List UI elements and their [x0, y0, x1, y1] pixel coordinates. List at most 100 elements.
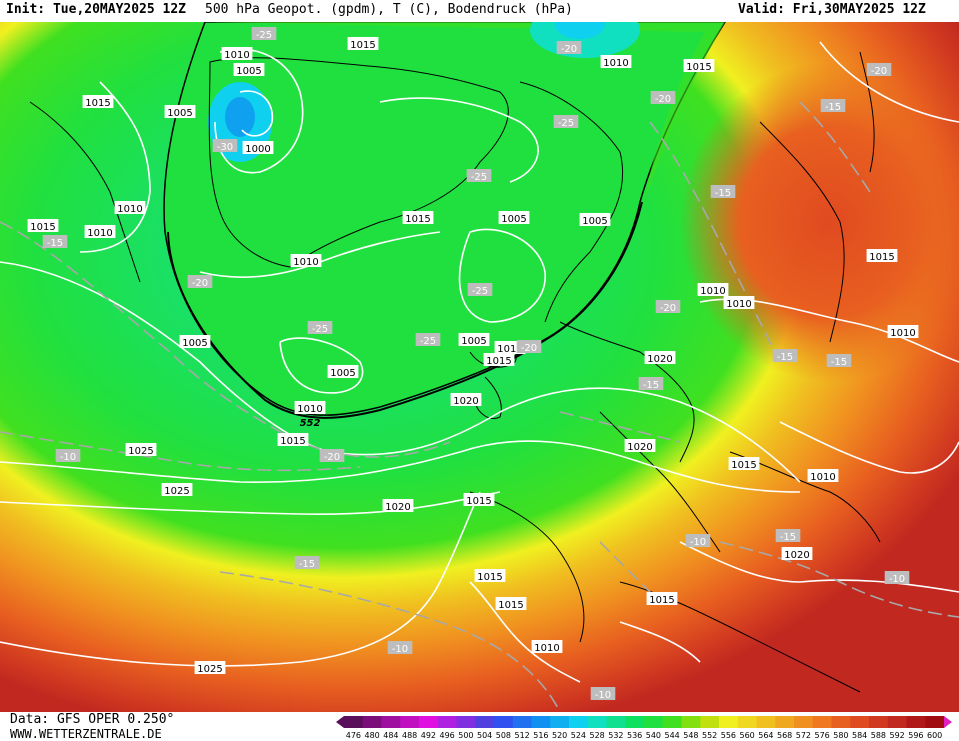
temperature-label: -25: [553, 115, 579, 129]
svg-text:-10: -10: [690, 537, 706, 548]
temperature-label: -20: [187, 275, 213, 289]
colorbar-tick-label: 588: [871, 731, 886, 740]
svg-text:-20: -20: [324, 452, 340, 463]
pressure-label: 1020: [624, 439, 656, 453]
pressure-label: 1015: [277, 433, 309, 447]
svg-text:-15: -15: [780, 532, 796, 543]
svg-text:1015: 1015: [686, 62, 711, 73]
temperature-label: -10: [685, 534, 711, 548]
pressure-label: 1015: [483, 353, 515, 367]
colorbar-tick-label: 552: [702, 731, 717, 740]
temperature-label: -15: [775, 529, 801, 543]
pressure-label: 1020: [382, 499, 414, 513]
temperature-label: -10: [884, 571, 910, 585]
temperature-label: -15: [42, 235, 68, 249]
pressure-label: 1015: [347, 37, 379, 51]
color-swatch: [756, 716, 776, 728]
color-swatch: [419, 716, 439, 728]
color-swatch: [456, 716, 476, 728]
svg-text:-25: -25: [256, 30, 272, 41]
pressure-label: 1010: [294, 401, 326, 415]
colorbar-tick-label: 500: [458, 731, 473, 740]
svg-text:1020: 1020: [784, 550, 809, 561]
colorbar-tick-label: 596: [908, 731, 923, 740]
temperature-label: -20: [655, 300, 681, 314]
temperature-label: -30: [212, 139, 238, 153]
colorbar-tick-label: 516: [533, 731, 548, 740]
temperature-label: -10: [590, 687, 616, 701]
svg-text:-20: -20: [655, 94, 671, 105]
colorbar-tick-label: 488: [402, 731, 417, 740]
colorbar-arrow-right: [944, 716, 952, 728]
colorbar-tick-label: 520: [552, 731, 567, 740]
svg-text:-10: -10: [392, 644, 408, 655]
svg-text:1020: 1020: [453, 396, 478, 407]
svg-text:1015: 1015: [649, 595, 674, 606]
temperature-label: -25: [415, 333, 441, 347]
svg-text:1015: 1015: [731, 460, 756, 471]
pressure-label: 1020: [450, 393, 482, 407]
svg-text:1020: 1020: [385, 502, 410, 513]
svg-text:-15: -15: [299, 559, 315, 570]
color-swatch: [681, 716, 701, 728]
pressure-label: 1015: [646, 592, 678, 606]
color-scale-bar: 476 480 484 488 492 496 500 504 508 512 516 520 524 5…: [336, 716, 952, 740]
temperature-label: -20: [650, 91, 676, 105]
svg-text:1010: 1010: [87, 228, 112, 239]
svg-text:1015: 1015: [477, 572, 502, 583]
svg-text:1015: 1015: [869, 252, 894, 263]
svg-text:1005: 1005: [167, 108, 192, 119]
chart-title: 500 hPa Geopot. (gpdm), T (C), Bodendruc…: [205, 2, 573, 17]
color-swatch: [925, 716, 945, 728]
svg-text:1005: 1005: [330, 368, 355, 379]
colorbar-tick-label: 492: [421, 731, 436, 740]
temperature-label: -20: [866, 63, 892, 77]
colorbar-tick-label: 504: [477, 731, 492, 740]
svg-text:1005: 1005: [501, 214, 526, 225]
colorbar-tick-label: 548: [683, 731, 698, 740]
colorbar-tick-label: 512: [514, 731, 529, 740]
colorbar-arrow-left: [336, 716, 344, 728]
svg-text:1005: 1005: [461, 336, 486, 347]
chart-footer: Data: GFS OPER 0.250° WWW.WETTERZENTRALE…: [0, 712, 959, 741]
color-swatch: [906, 716, 926, 728]
temperature-label: -25: [251, 27, 277, 41]
temperature-label: -20: [516, 340, 542, 354]
svg-text:1010: 1010: [297, 404, 322, 415]
pressure-label: 1010: [290, 254, 322, 268]
colorbar-tick-label: 532: [608, 731, 623, 740]
colorbar-tick-label: 584: [852, 731, 867, 740]
color-swatch: [437, 716, 457, 728]
colorbar-tick-label: 564: [758, 731, 773, 740]
colorbar-tick-label: 592: [889, 731, 904, 740]
pressure-label: 1005: [458, 333, 490, 347]
pressure-label: 1005: [498, 211, 530, 225]
pressure-label: 1015: [82, 95, 114, 109]
pressure-label: 1015: [495, 597, 527, 611]
colorbar-tick-label: 480: [364, 731, 379, 740]
pressure-label: 1005: [164, 105, 196, 119]
colorbar-tick-label: 580: [833, 731, 848, 740]
temperature-label: -25: [467, 283, 493, 297]
color-swatch: [850, 716, 870, 728]
pressure-label: 1005: [179, 335, 211, 349]
color-swatch: [531, 716, 551, 728]
pressure-label: 1025: [194, 661, 226, 675]
geopotential-552-line: [167, 201, 643, 419]
svg-text:-20: -20: [521, 343, 537, 354]
svg-text:-15: -15: [825, 102, 841, 113]
color-swatch: [831, 716, 851, 728]
svg-text:1010: 1010: [726, 299, 751, 310]
svg-text:-25: -25: [471, 172, 487, 183]
svg-text:-20: -20: [871, 66, 887, 77]
svg-text:1015: 1015: [85, 98, 110, 109]
svg-text:1010: 1010: [534, 643, 559, 654]
color-swatch: [719, 716, 739, 728]
color-swatch: [700, 716, 720, 728]
data-source-label: Data: GFS OPER 0.250°: [10, 712, 175, 727]
colorbar-tick-label: 560: [739, 731, 754, 740]
svg-text:-15: -15: [715, 188, 731, 199]
colorbar-tick-label: 524: [571, 731, 586, 740]
pressure-label: 1010: [600, 55, 632, 69]
valid-time-label: Valid: Fri,30MAY2025 12Z: [738, 2, 926, 17]
